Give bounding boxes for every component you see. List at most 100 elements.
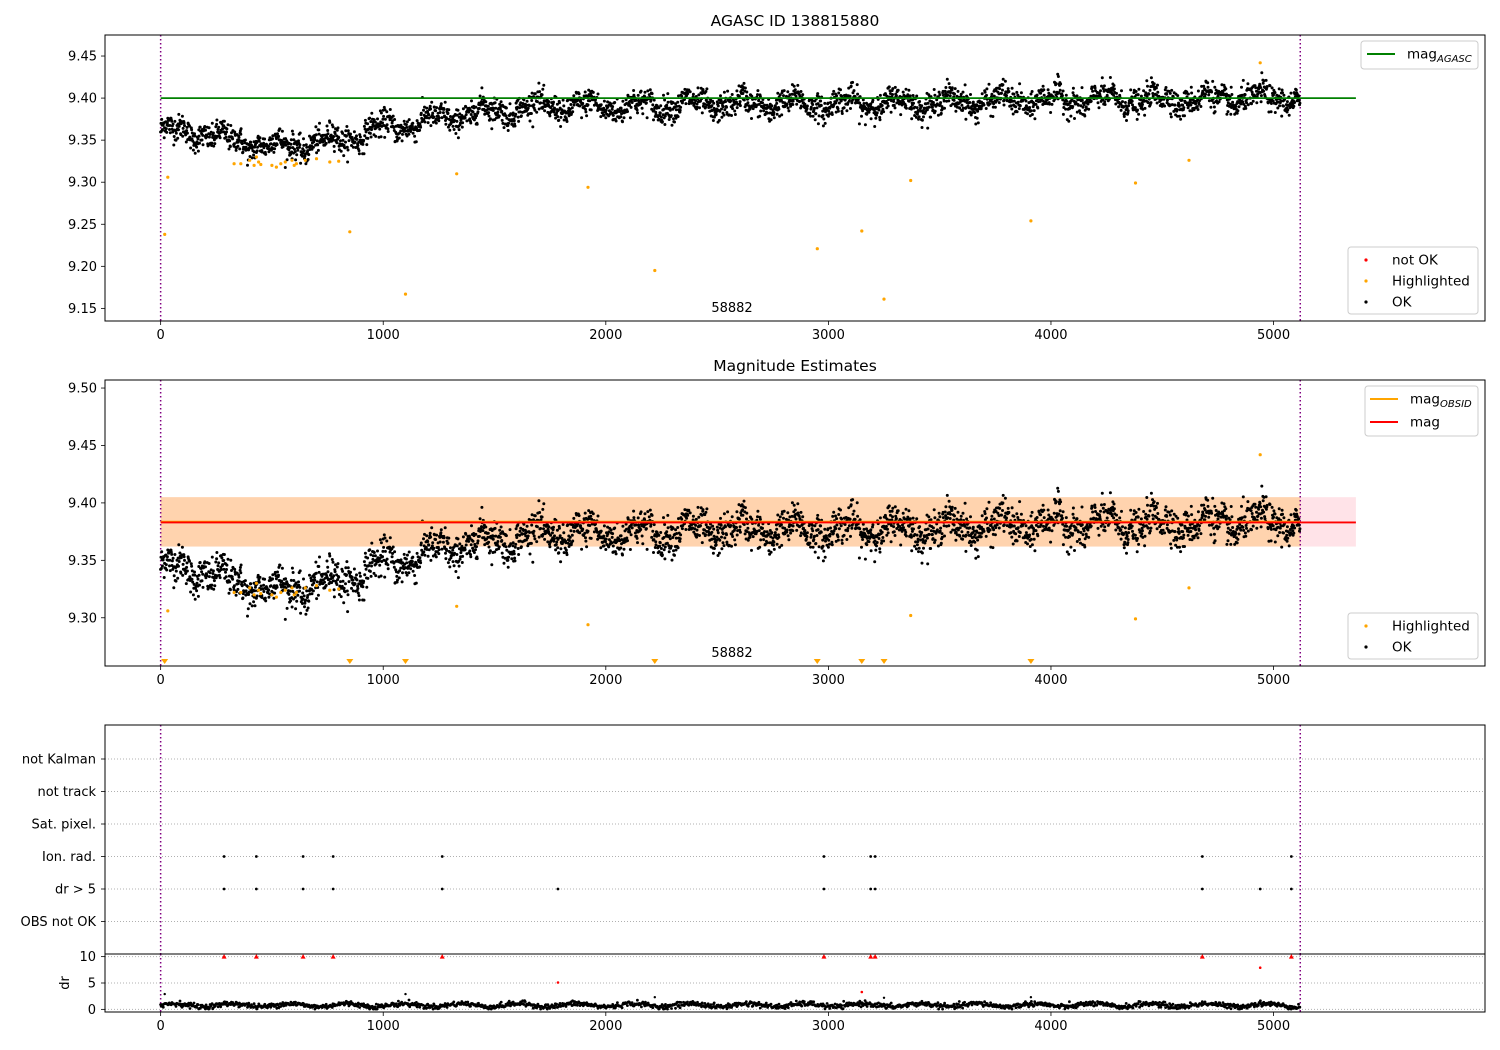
ok-point xyxy=(698,534,701,537)
highlighted-point xyxy=(860,229,864,233)
ok-point xyxy=(198,125,202,129)
ok-point xyxy=(443,100,447,104)
ok-point xyxy=(1226,101,1230,105)
ok-point xyxy=(940,105,944,109)
ok-point xyxy=(414,140,418,144)
ok-point xyxy=(513,556,517,560)
ok-point xyxy=(346,593,350,597)
ok-point xyxy=(311,589,315,593)
highlighted-point xyxy=(1187,158,1191,162)
ok-point xyxy=(220,130,223,134)
ok-point xyxy=(1056,75,1060,78)
ok-point xyxy=(287,592,291,596)
ok-point xyxy=(993,105,997,109)
ok-point xyxy=(537,535,541,539)
ok-point xyxy=(507,555,511,559)
ok-point xyxy=(358,135,362,139)
ok-point xyxy=(589,514,593,518)
ok-point xyxy=(548,545,552,549)
ok-point xyxy=(1259,86,1263,89)
ok-point xyxy=(255,594,259,598)
ok-point xyxy=(1079,104,1083,108)
ok-point xyxy=(1012,99,1016,103)
ok-point xyxy=(726,510,730,514)
ok-point xyxy=(851,80,855,84)
ok-point xyxy=(160,564,164,568)
ok-point xyxy=(738,525,742,529)
ok-point xyxy=(210,555,214,559)
ok-point xyxy=(297,139,300,143)
ok-point xyxy=(250,156,254,160)
ok-point xyxy=(455,544,459,548)
ok-point xyxy=(947,99,951,103)
ok-point xyxy=(315,597,319,601)
ok-point xyxy=(801,93,805,97)
ok-point xyxy=(662,107,666,111)
ok-point xyxy=(1262,89,1266,93)
ok-point xyxy=(336,126,340,130)
ok-point xyxy=(1282,93,1286,97)
ok-point xyxy=(222,553,226,556)
ok-point xyxy=(1151,92,1155,95)
ok-point xyxy=(1049,111,1053,114)
ok-point xyxy=(504,114,508,118)
ok-point xyxy=(190,128,194,132)
ok-point xyxy=(667,118,671,121)
ok-point xyxy=(452,128,456,131)
ok-point xyxy=(307,153,311,157)
legend-label: mag xyxy=(1407,47,1437,63)
ok-point xyxy=(366,122,370,126)
ok-point xyxy=(780,113,784,117)
ok-point xyxy=(731,535,735,538)
ok-point xyxy=(556,546,560,550)
ok-point xyxy=(819,104,823,107)
ok-point xyxy=(237,138,241,142)
ok-point xyxy=(169,550,173,554)
ok-point xyxy=(366,136,370,140)
ok-point xyxy=(669,114,673,118)
ok-point xyxy=(435,106,439,110)
ok-point xyxy=(1298,101,1302,105)
ok-point xyxy=(757,102,761,106)
ok-point xyxy=(711,119,715,122)
ok-point xyxy=(953,92,956,96)
ok-point xyxy=(943,89,947,93)
ok-point xyxy=(572,94,576,98)
ok-point xyxy=(625,102,628,105)
ok-point xyxy=(494,106,498,110)
ok-point xyxy=(232,142,236,146)
ok-point xyxy=(889,110,893,114)
ok-point xyxy=(933,109,937,113)
ok-point xyxy=(775,112,779,116)
ok-point xyxy=(998,87,1002,91)
ok-point xyxy=(720,535,723,539)
ok-point xyxy=(621,120,624,124)
ok-point xyxy=(238,566,242,569)
ok-point xyxy=(355,578,359,582)
ok-point xyxy=(499,525,503,529)
ok-point xyxy=(283,617,287,621)
ok-point xyxy=(1080,86,1084,90)
ok-point xyxy=(832,89,836,93)
ok-point xyxy=(1186,106,1190,110)
ok-point xyxy=(958,100,962,104)
ok-point xyxy=(498,107,502,111)
ok-point xyxy=(376,549,379,553)
ok-point xyxy=(680,94,684,98)
ok-point xyxy=(929,103,933,106)
ok-point xyxy=(1112,87,1116,91)
ok-point xyxy=(813,106,816,110)
ok-point xyxy=(723,108,727,112)
ok-point xyxy=(216,564,220,568)
ok-point xyxy=(337,575,341,579)
ok-point xyxy=(916,109,920,112)
ok-point xyxy=(1258,83,1262,87)
ok-point xyxy=(1225,92,1228,96)
ok-point xyxy=(646,510,650,514)
ok-point xyxy=(426,121,430,125)
ok-point xyxy=(248,155,252,158)
ok-point xyxy=(289,152,293,156)
ok-point xyxy=(435,533,439,537)
ok-point xyxy=(1179,117,1183,121)
ok-point xyxy=(440,116,444,120)
